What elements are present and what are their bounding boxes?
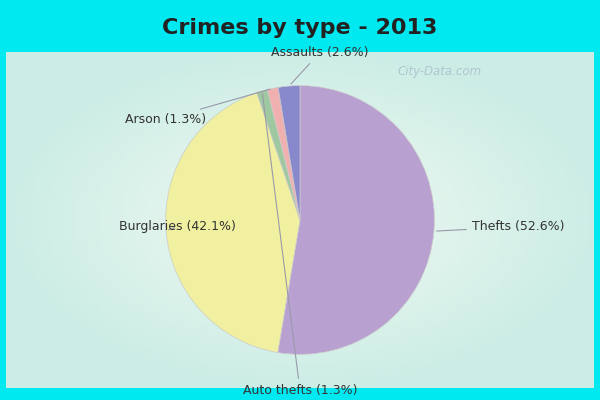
Wedge shape xyxy=(166,93,300,352)
Text: Arson (1.3%): Arson (1.3%) xyxy=(125,89,270,126)
Wedge shape xyxy=(278,86,300,220)
Text: Thefts (52.6%): Thefts (52.6%) xyxy=(437,220,565,233)
Text: Auto thefts (1.3%): Auto thefts (1.3%) xyxy=(243,94,357,397)
Wedge shape xyxy=(278,86,434,354)
Text: Assaults (2.6%): Assaults (2.6%) xyxy=(271,46,369,84)
Text: Burglaries (42.1%): Burglaries (42.1%) xyxy=(119,220,235,233)
Text: Crimes by type - 2013: Crimes by type - 2013 xyxy=(163,18,437,38)
Text: City-Data.com: City-Data.com xyxy=(397,66,481,78)
Wedge shape xyxy=(268,87,300,220)
Wedge shape xyxy=(257,90,300,220)
